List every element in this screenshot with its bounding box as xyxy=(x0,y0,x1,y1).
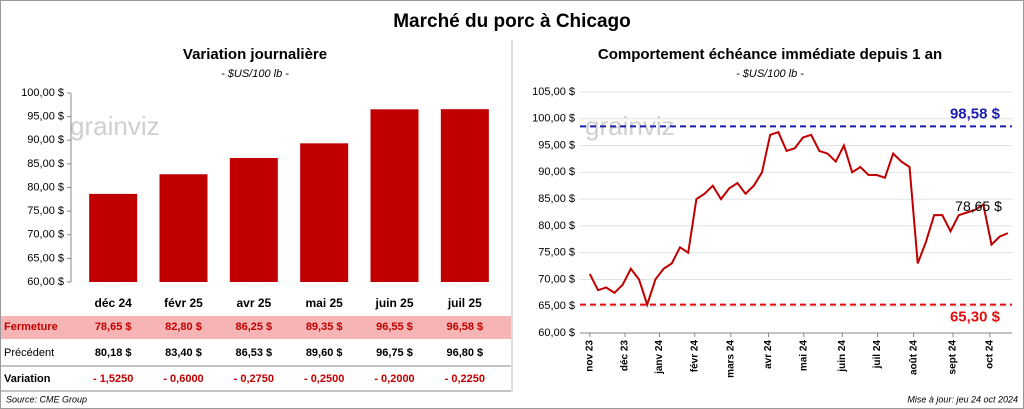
watermark: grainviz xyxy=(585,111,675,141)
page-title: Marché du porc à Chicago xyxy=(393,11,631,32)
row-label: Précédent xyxy=(4,347,54,359)
chart-title: Comportement échéance immédiate depuis 1… xyxy=(598,46,942,63)
y-tick-label: 65,00 $ xyxy=(27,252,64,264)
row-label: Variation xyxy=(4,373,51,385)
x-tick-label: déc 23 xyxy=(620,340,631,372)
cell: 89,60 $ xyxy=(306,347,343,359)
bar xyxy=(159,174,208,282)
cell: - 0,2000 xyxy=(374,373,414,385)
x-tick-label: avr 25 xyxy=(236,296,271,310)
x-tick-label: mai 24 xyxy=(798,340,809,372)
cell: 89,35 $ xyxy=(306,321,343,333)
row-label: Fermeture xyxy=(4,321,58,333)
chart-subtitle: - $US/100 lb - xyxy=(736,68,804,80)
cell: 96,55 $ xyxy=(376,321,413,333)
x-tick-label: nov 23 xyxy=(584,340,595,372)
y-tick-label: 70,00 $ xyxy=(538,273,575,285)
x-tick-label: juin 24 xyxy=(837,340,848,373)
y-tick-label: 65,00 $ xyxy=(538,300,575,312)
bar xyxy=(229,157,278,282)
y-tick-label: 75,00 $ xyxy=(27,205,64,217)
cell: 86,53 $ xyxy=(235,347,272,359)
y-tick-label: 85,00 $ xyxy=(27,158,64,170)
x-tick-label: févr 24 xyxy=(689,340,700,373)
y-tick-label: 60,00 $ xyxy=(27,276,64,288)
x-tick-label: mai 25 xyxy=(305,296,343,310)
cell: 80,18 $ xyxy=(95,347,132,359)
x-tick-label: sept 24 xyxy=(948,340,959,375)
y-tick-label: 90,00 $ xyxy=(538,166,575,178)
bar xyxy=(440,109,489,282)
x-tick-label: août 24 xyxy=(908,340,919,375)
y-tick-label: 95,00 $ xyxy=(538,139,575,151)
updated: Mise à jour: jeu 24 oct 2024 xyxy=(907,394,1018,404)
chart-title: Variation journalière xyxy=(183,46,327,63)
y-tick-label: 80,00 $ xyxy=(538,220,575,232)
cell: - 1,5250 xyxy=(93,373,133,385)
watermark: grainviz xyxy=(70,111,160,141)
chart-subtitle: - $US/100 lb - xyxy=(221,68,289,80)
cell: 96,75 $ xyxy=(376,347,413,359)
reference-label: 65,30 $ xyxy=(950,309,1001,326)
bar xyxy=(89,193,138,282)
cell: - 0,2500 xyxy=(304,373,344,385)
source: Source: CME Group xyxy=(6,394,87,404)
x-tick-label: janv 24 xyxy=(654,340,665,375)
highlight-row xyxy=(1,316,511,339)
cell: 78,65 $ xyxy=(95,321,132,333)
x-tick-label: juil 25 xyxy=(447,296,482,310)
y-tick-label: 70,00 $ xyxy=(27,229,64,241)
cell: 96,58 $ xyxy=(446,321,483,333)
x-tick-label: oct 24 xyxy=(985,340,996,369)
x-tick-label: avr 24 xyxy=(763,340,774,369)
cell: - 0,2750 xyxy=(234,373,274,385)
y-tick-label: 100,00 $ xyxy=(21,87,64,99)
bar xyxy=(300,143,349,282)
y-tick-label: 80,00 $ xyxy=(27,181,64,193)
cell: 83,40 $ xyxy=(165,347,202,359)
y-tick-label: 105,00 $ xyxy=(532,86,575,98)
last-value-label: 78,65 $ xyxy=(955,198,1002,214)
y-tick-label: 100,00 $ xyxy=(532,113,575,125)
x-tick-label: juil 24 xyxy=(872,340,883,370)
cell: - 0,2250 xyxy=(445,373,485,385)
y-tick-label: 90,00 $ xyxy=(27,134,64,146)
cell: 96,80 $ xyxy=(446,347,483,359)
cell: 82,80 $ xyxy=(165,321,202,333)
x-tick-label: févr 25 xyxy=(164,296,203,310)
reference-label: 98,58 $ xyxy=(950,105,1001,122)
cell: 86,25 $ xyxy=(235,321,272,333)
y-tick-label: 95,00 $ xyxy=(27,111,64,123)
bar xyxy=(370,109,419,283)
y-tick-label: 60,00 $ xyxy=(538,327,575,339)
cell: - 0,6000 xyxy=(163,373,203,385)
price-line xyxy=(588,130,1009,308)
x-tick-label: mars 24 xyxy=(725,340,736,378)
x-tick-label: déc 24 xyxy=(94,296,132,310)
y-tick-label: 75,00 $ xyxy=(538,247,575,259)
y-tick-label: 85,00 $ xyxy=(538,193,575,205)
x-tick-label: juin 25 xyxy=(374,296,413,310)
